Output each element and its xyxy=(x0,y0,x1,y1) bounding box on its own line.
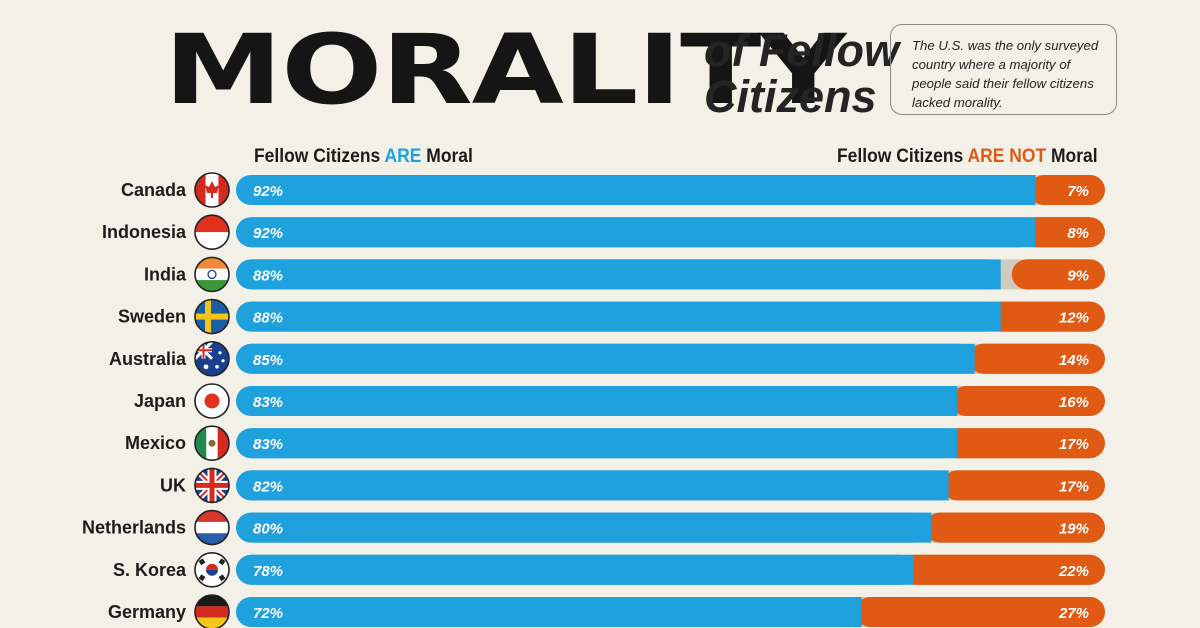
legend-moral-suffix: Moral xyxy=(421,146,473,167)
bar-moral-body xyxy=(251,554,914,585)
not-moral-value-label: 17% xyxy=(1059,436,1089,453)
country-label: UK xyxy=(160,475,186,495)
bar-not-moral-body xyxy=(965,386,1090,416)
legend-not-moral: Fellow Citizens ARE NOT Moral xyxy=(837,146,1098,168)
legend-not-moral-highlight: ARE NOT xyxy=(967,146,1047,167)
south-korea-flag-icon xyxy=(195,552,229,587)
chart-subtitle: of Fellow Citizens xyxy=(704,25,899,122)
moral-value-label: 92% xyxy=(253,183,283,200)
india-flag-icon xyxy=(195,257,229,292)
legend-moral-text: Fellow Citizens xyxy=(254,146,385,167)
moral-value-label: 83% xyxy=(253,394,283,411)
flag-outline xyxy=(194,467,230,504)
moral-value-label: 82% xyxy=(253,478,283,495)
germany-flag-icon xyxy=(195,595,229,628)
bar-not-moral-body xyxy=(939,512,1090,543)
country-label: Indonesia xyxy=(102,222,187,242)
country-label: Canada xyxy=(121,180,187,200)
sweden-flag-icon xyxy=(195,299,229,334)
bar-not-moral-body xyxy=(1026,259,1090,290)
not-moral-value-label: 9% xyxy=(1067,267,1089,284)
bar-not-moral-body xyxy=(1044,175,1090,205)
bar-moral-body xyxy=(251,301,1001,332)
indonesia-flag-icon xyxy=(195,215,229,250)
netherlands-flag-icon xyxy=(195,510,229,545)
legend-not-moral-suffix: Moral xyxy=(1046,146,1098,167)
not-moral-value-label: 16% xyxy=(1059,394,1089,411)
flag-outline xyxy=(194,256,230,293)
flag-outline xyxy=(194,298,230,335)
bar-moral-body xyxy=(251,386,958,416)
flag-outline xyxy=(194,594,230,628)
flag-outline xyxy=(194,383,230,419)
not-moral-value-label: 8% xyxy=(1067,225,1089,242)
legend-not-moral-text: Fellow Citizens xyxy=(837,146,968,167)
moral-value-label: 80% xyxy=(253,521,283,538)
not-moral-value-label: 12% xyxy=(1059,310,1089,327)
bar-not-moral-body xyxy=(983,343,1090,374)
bar-not-moral-body xyxy=(957,470,1090,501)
bar-moral-body xyxy=(251,343,975,374)
flag-outline xyxy=(194,425,230,462)
country-label: S. Korea xyxy=(113,560,187,580)
country-label: Sweden xyxy=(118,307,186,327)
bar-not-moral-body xyxy=(1000,301,1090,332)
legend-moral-highlight: ARE xyxy=(384,146,422,167)
mexico-flag-icon xyxy=(195,426,229,461)
country-label: Mexico xyxy=(125,433,186,453)
not-moral-value-label: 19% xyxy=(1059,521,1089,538)
country-label: Australia xyxy=(109,349,187,369)
chart-title: MORALITY xyxy=(164,14,846,126)
bar-moral-body xyxy=(251,512,932,543)
country-label: India xyxy=(144,264,187,284)
canada-flag-icon xyxy=(195,173,229,207)
bar-moral-body xyxy=(251,428,958,459)
annotation-note: The U.S. was the only surveyed country w… xyxy=(890,24,1117,115)
moral-value-label: 92% xyxy=(253,225,283,242)
not-moral-value-label: 7% xyxy=(1067,183,1089,200)
not-moral-value-label: 27% xyxy=(1058,605,1089,622)
moral-value-label: 85% xyxy=(253,352,283,369)
country-label: Germany xyxy=(108,602,186,622)
bar-moral-body xyxy=(251,175,1036,205)
not-moral-value-label: 22% xyxy=(1058,563,1089,580)
moral-value-label: 88% xyxy=(253,310,283,327)
bar-not-moral-body xyxy=(1035,217,1090,248)
flag-outline xyxy=(194,340,230,377)
legend-moral: Fellow Citizens ARE Moral xyxy=(254,146,473,168)
moral-value-label: 88% xyxy=(253,267,283,284)
not-moral-value-label: 17% xyxy=(1059,478,1089,495)
bar-moral-body xyxy=(251,217,1036,248)
not-moral-value-label: 14% xyxy=(1059,352,1089,369)
moral-value-label: 83% xyxy=(253,436,283,453)
bar-moral-body xyxy=(251,470,949,501)
bar-not-moral-body xyxy=(870,597,1090,627)
country-label: Japan xyxy=(134,391,186,411)
flag-outline xyxy=(194,214,230,250)
japan-flag-icon xyxy=(195,384,229,418)
bar-not-moral-body xyxy=(913,554,1090,585)
bar-moral-body xyxy=(251,597,862,627)
country-label: Netherlands xyxy=(82,518,186,538)
flag-outline xyxy=(194,551,230,588)
moral-value-label: 78% xyxy=(253,563,283,580)
moral-value-label: 72% xyxy=(253,605,283,622)
bar-moral-body xyxy=(251,259,1001,290)
bar-not-moral-body xyxy=(957,428,1090,459)
flag-outline xyxy=(194,172,230,208)
flag-outline xyxy=(194,509,230,546)
uk-flag-icon xyxy=(195,468,229,503)
